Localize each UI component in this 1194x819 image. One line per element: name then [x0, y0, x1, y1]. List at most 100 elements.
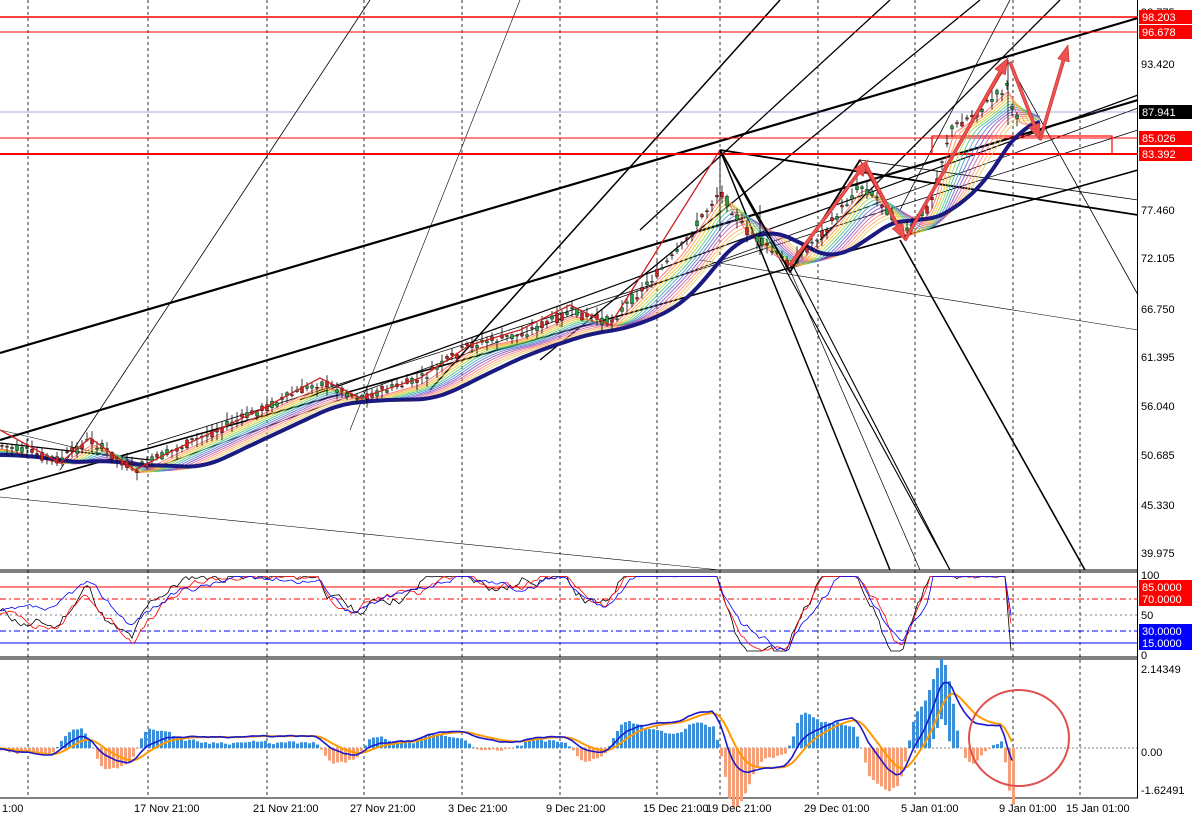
- macd-histogram-bar: [696, 722, 699, 748]
- candle-body: [385, 390, 389, 393]
- zigzag-pattern[interactable]: [0, 61, 1009, 471]
- macd-histogram-bar: [172, 735, 175, 748]
- candle-body: [715, 195, 719, 198]
- trend-line: [719, 149, 951, 571]
- up-arrow-icon: [788, 159, 869, 267]
- candle-body: [660, 267, 664, 270]
- price-axis: 98.77593.42077.46072.10566.75061.39556.0…: [1139, 7, 1192, 797]
- candle-body: [750, 234, 754, 237]
- horizontal-levels[interactable]: [0, 16, 1138, 155]
- macd-histogram-bar: [412, 743, 415, 748]
- macd-histogram-bar: [916, 711, 919, 748]
- candle-body: [95, 448, 99, 450]
- macd-histogram-bar: [424, 735, 427, 748]
- rsi-level-label: 30.0000: [1142, 626, 1182, 638]
- candle-body: [755, 235, 759, 242]
- zone-rectangle: [931, 135, 1113, 155]
- trend-line: [59, 0, 371, 471]
- macd-histogram-bar: [244, 742, 247, 748]
- candle-body: [625, 301, 629, 304]
- candle-body: [335, 389, 339, 393]
- macd-histogram-bar: [624, 722, 627, 748]
- macd-histogram-bar: [272, 744, 275, 748]
- macd-histogram-bar: [220, 742, 223, 748]
- trend-line: [0, 496, 721, 571]
- macd-histogram-bar: [48, 748, 51, 754]
- candle-body: [720, 191, 724, 198]
- candle-body: [525, 334, 529, 337]
- macd-histogram-bar: [240, 742, 243, 748]
- macd-histogram-bar: [440, 734, 443, 748]
- macd-histogram-bar: [312, 742, 315, 748]
- macd-histogram-bar: [148, 728, 151, 748]
- macd-histogram-bar: [316, 744, 319, 748]
- macd-histogram-bar: [900, 748, 903, 777]
- macd-histogram-bar: [192, 739, 195, 748]
- candle-body: [0, 445, 4, 447]
- trend-line: [789, 269, 921, 571]
- ribbon-line: [0, 90, 1040, 474]
- macd-histogram-bar: [932, 679, 935, 740]
- candle-body: [290, 394, 294, 396]
- candle-body: [130, 463, 134, 465]
- macd-histogram-bar: [28, 748, 31, 752]
- macd-histogram-bar: [816, 719, 819, 748]
- macd-histogram-bar: [444, 735, 447, 748]
- macd-histogram-bar: [712, 726, 715, 748]
- rsi-axis-label: 0: [1141, 650, 1147, 662]
- macd-histogram-bar: [456, 738, 459, 748]
- rsi-level-badge: [1139, 624, 1192, 638]
- trendlines[interactable]: [0, 0, 1139, 571]
- candle-body: [65, 451, 69, 453]
- price-axis-label: 72.105: [1141, 253, 1175, 265]
- candle-body: [825, 229, 829, 233]
- time-label: 19 Dec 21:00: [706, 803, 771, 815]
- trend-line: [719, 149, 1139, 216]
- candle-body: [765, 243, 769, 246]
- macd-histogram-bar: [320, 748, 323, 750]
- ribbon-line: [0, 115, 1041, 471]
- candle-body: [135, 470, 139, 473]
- candle-body: [685, 237, 689, 240]
- price-level-label: 85.026: [1142, 133, 1176, 145]
- candle-body: [580, 312, 584, 321]
- macd-histogram-bar: [760, 748, 763, 762]
- macd-histogram-bar: [568, 746, 571, 748]
- macd-histogram-bar: [40, 748, 43, 755]
- macd-histogram-bar: [140, 738, 143, 748]
- candle-body: [550, 315, 554, 320]
- macd-histogram-bar: [636, 724, 639, 748]
- candle-body: [650, 281, 654, 283]
- price-level-badge: [1139, 10, 1192, 24]
- candle-body: [510, 334, 514, 340]
- macd-histogram-bar: [232, 742, 235, 748]
- macd-histogram-bar: [300, 742, 303, 748]
- macd-histogram-bar: [828, 723, 831, 748]
- time-label: 21 Nov 21:00: [253, 803, 318, 815]
- macd-histogram-bar: [996, 744, 999, 748]
- candle-body: [950, 125, 954, 130]
- candle-body: [570, 307, 574, 310]
- candle-body: [310, 385, 314, 389]
- macd-histogram-bar: [404, 743, 407, 748]
- down-arrow-icon: [864, 163, 906, 241]
- candle-body: [355, 398, 359, 400]
- candle-body: [770, 250, 774, 253]
- annotation-arrows[interactable]: [788, 44, 1070, 267]
- candle-body: [535, 326, 539, 332]
- candle-body: [495, 341, 499, 343]
- macd-histogram-bar: [536, 738, 539, 748]
- candle-body: [840, 205, 844, 208]
- macd-histogram-bar: [212, 742, 215, 748]
- price-level-badge: [1139, 105, 1192, 119]
- macd-histogram-bar: [528, 740, 531, 748]
- macd-histogram-bar: [56, 747, 59, 748]
- macd-histogram-bar: [560, 742, 563, 748]
- rsi-level-badge: [1139, 636, 1192, 650]
- candle-body: [655, 268, 659, 277]
- candle-body: [965, 117, 969, 120]
- macd-histogram-bar: [364, 745, 367, 748]
- macd-histogram-bar: [576, 748, 579, 757]
